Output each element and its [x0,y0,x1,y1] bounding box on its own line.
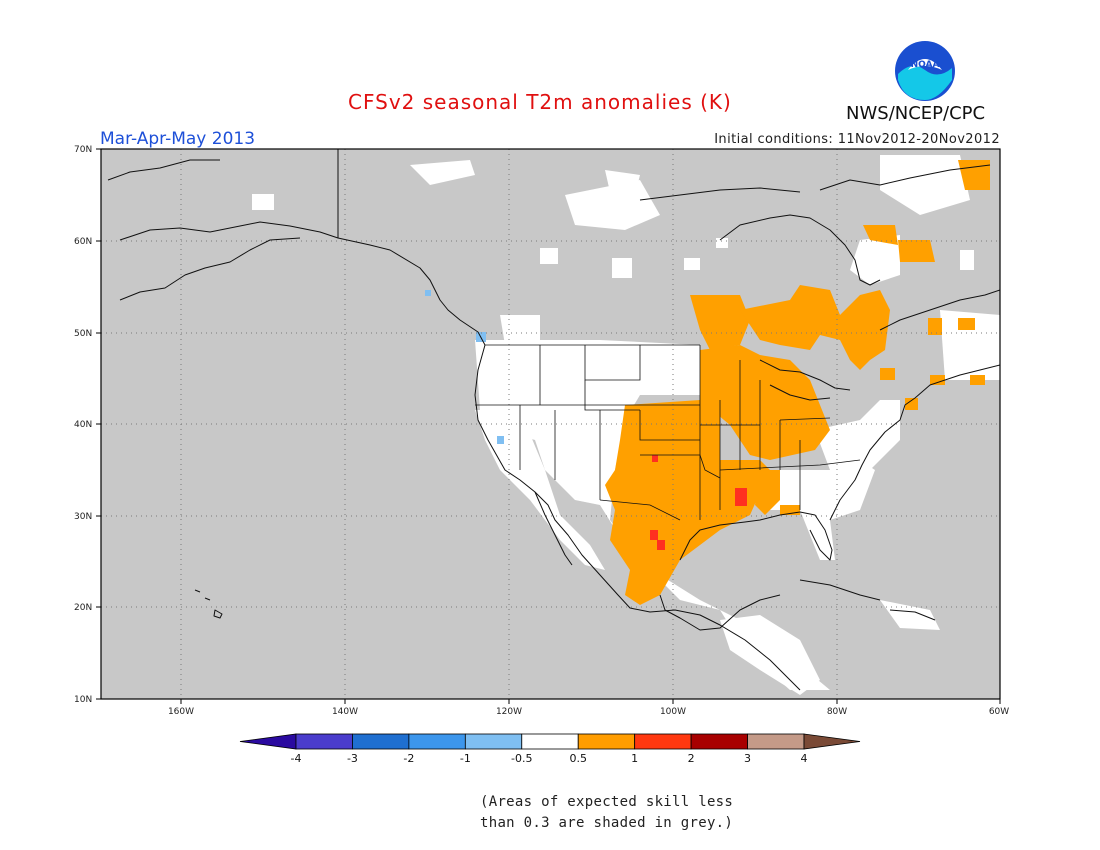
skill-note-line-1: (Areas of expected skill less [480,794,734,810]
skill-note-line-2: than 0.3 are shaded in grey.) [480,815,734,831]
colorbar-label: -4 [291,752,302,765]
colorbar-segment [295,733,353,750]
lat-label-60n: 60N [74,237,92,247]
political-boundaries [475,344,861,521]
skill-note: (Areas of expected skill less than 0.3 a… [480,792,733,834]
initial-conditions: Initial conditions: 11Nov2012-20Nov2012 [714,132,1000,147]
white-areas [252,155,1000,695]
colorbar-segment [690,733,748,750]
lon-label-160w: 160W [168,707,194,717]
colorbar-segment [521,733,579,750]
lat-label-70n: 70N [74,145,92,155]
colorbar: -4 -3 -2 -1 -0.5 0.5 1 2 3 4 [239,733,861,765]
colorbar-label: 1 [631,752,638,765]
colorbar-segment [577,733,636,750]
strong-warm-cells [650,455,747,550]
lat-label-20n: 20N [74,603,92,613]
lat-label-40n: 40N [74,420,92,430]
longitude-labels: 160W 140W 120W 100W 80W 60W [168,707,1009,717]
colorbar-label: 3 [744,752,751,765]
lat-label-50n: 50N [74,329,92,339]
lon-label-140w: 140W [332,707,358,717]
noaa-logo: NOAA [895,41,955,101]
colorbar-label: -1 [460,752,471,765]
colorbar-arrow-high [803,733,861,750]
lat-label-10n: 10N [74,695,92,705]
graticule [101,149,1000,699]
colorbar-segment [464,733,523,750]
colorbar-label: -2 [403,752,414,765]
colorbar-label: 2 [688,752,695,765]
lon-label-100w: 100W [660,707,686,717]
colorbar-arrow-low [239,733,297,750]
colorbar-segment [352,733,410,750]
colorbar-segment [408,733,466,750]
lon-label-120w: 120W [496,707,522,717]
colorbar-label: 0.5 [569,752,587,765]
forecast-period: Mar-Apr-May 2013 [100,129,256,149]
lat-label-30n: 30N [74,512,92,522]
warm-anomaly-areas [605,160,990,605]
colorbar-segment [634,733,692,750]
colorbar-segment [747,733,805,750]
coastlines [107,149,1000,691]
colorbar-label: -3 [347,752,358,765]
organization-label: NWS/NCEP/CPC [846,103,986,124]
lon-label-80w: 80W [827,707,847,717]
lon-label-60w: 60W [989,707,1009,717]
latitude-labels: 70N 60N 50N 40N 30N 20N 10N [74,145,92,705]
latitude-ticks [96,148,101,700]
colorbar-label: -0.5 [511,752,532,765]
noaa-logo-text: NOAA [911,60,940,70]
chart-title: CFSv2 seasonal T2m anomalies (K) [348,90,732,114]
colorbar-label: 4 [801,752,808,765]
longitude-ticks [180,699,1001,704]
